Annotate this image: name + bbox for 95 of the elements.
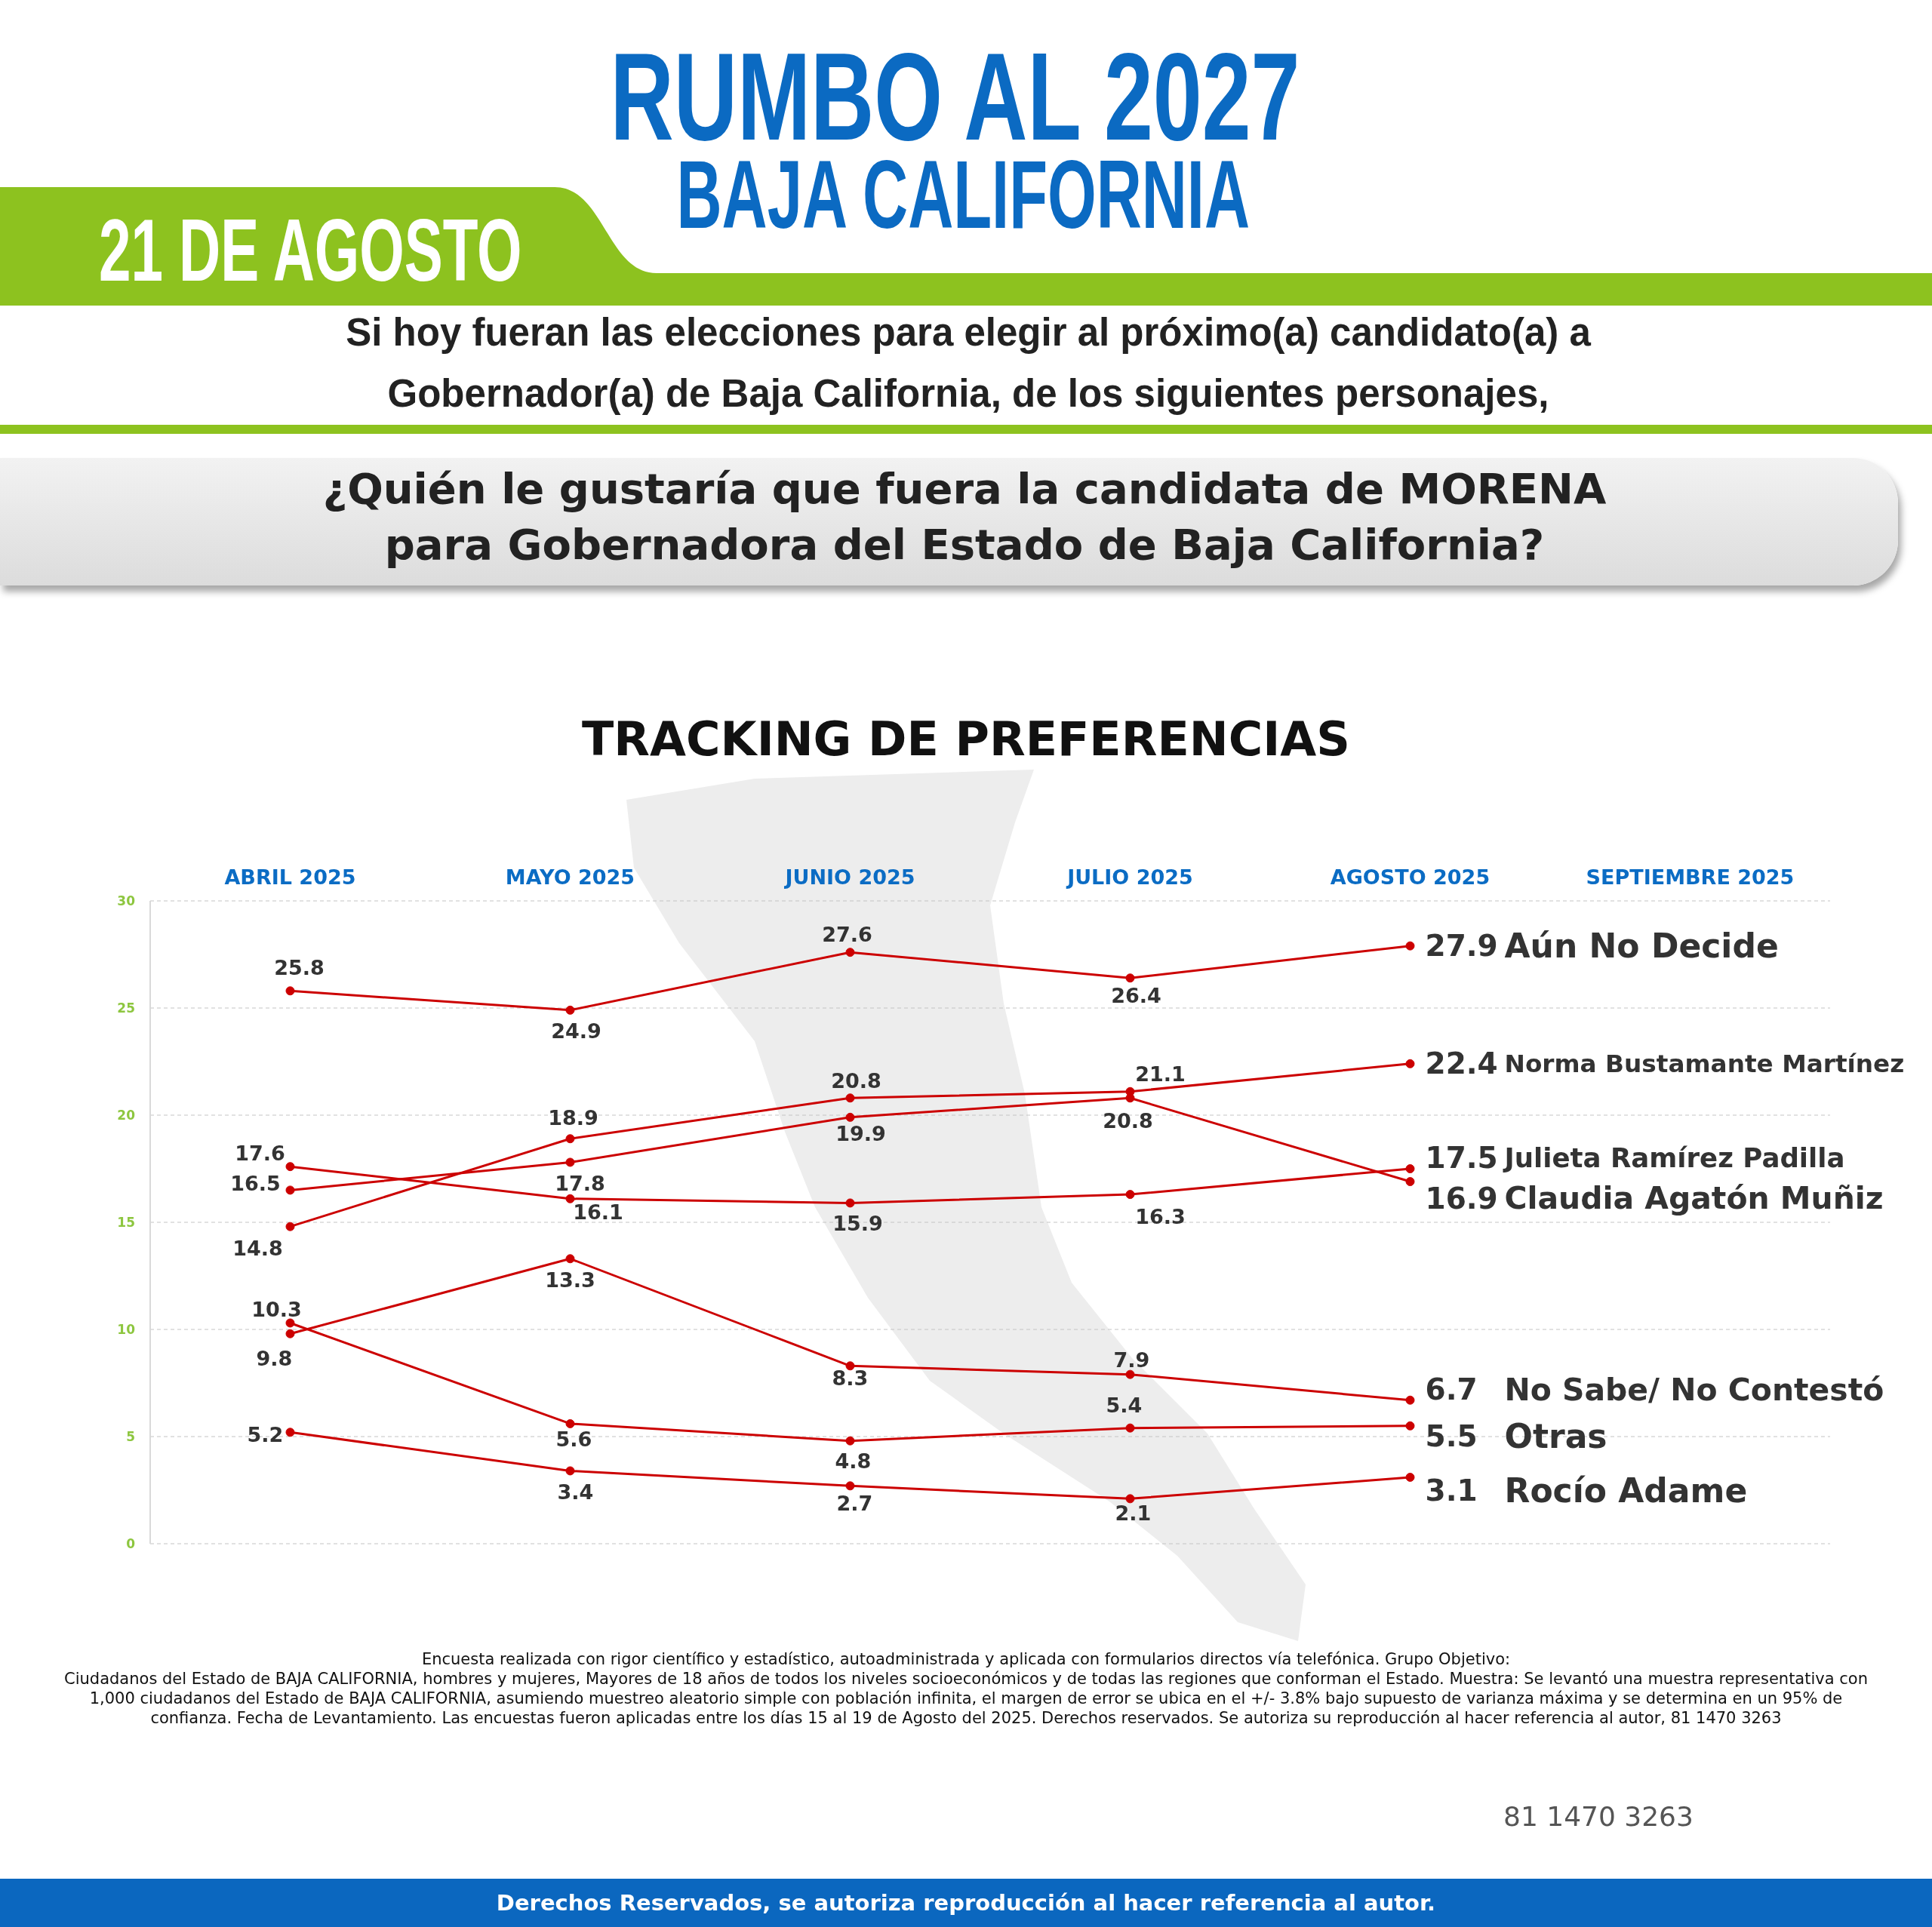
text: Norma Bustamante Martínez xyxy=(1504,1049,1905,1078)
point xyxy=(1405,1395,1415,1405)
point xyxy=(565,1157,575,1167)
data-label: 5.5 xyxy=(1425,1419,1478,1454)
text: Otras xyxy=(1504,1417,1607,1456)
data-label: 5.4 xyxy=(1106,1394,1143,1418)
data-label: 17.8 xyxy=(555,1171,605,1195)
data-label: 25.8 xyxy=(274,955,325,979)
point xyxy=(565,1418,575,1428)
text: 81 1470 3263 xyxy=(1503,1801,1694,1832)
point xyxy=(565,1194,575,1203)
y-tick-label: 5 xyxy=(126,1429,135,1445)
text: No Sabe/ No Contestó xyxy=(1504,1371,1884,1408)
point xyxy=(845,1198,855,1208)
x-tick-label: AGOSTO 2025 xyxy=(1330,865,1491,889)
point xyxy=(565,1254,575,1264)
point xyxy=(565,1134,575,1144)
data-label: 3.1 xyxy=(1425,1474,1478,1508)
point xyxy=(285,1318,295,1328)
data-label: 2.1 xyxy=(1115,1501,1152,1525)
point xyxy=(1125,1494,1135,1504)
point xyxy=(1405,1177,1415,1187)
point xyxy=(845,1093,855,1103)
data-label: 8.3 xyxy=(832,1366,869,1390)
y-tick-label: 30 xyxy=(117,893,136,909)
data-label: 17.6 xyxy=(235,1141,285,1165)
point xyxy=(285,986,295,996)
point xyxy=(845,1436,855,1446)
data-label: 27.6 xyxy=(822,922,872,946)
y-tick-label: 15 xyxy=(117,1215,135,1231)
data-label: 14.8 xyxy=(232,1237,283,1261)
data-label: 16.9 xyxy=(1425,1181,1498,1216)
point xyxy=(285,1162,295,1172)
data-label: 15.9 xyxy=(832,1211,883,1235)
x-tick-label: MAYO 2025 xyxy=(505,865,635,889)
data-label: 13.3 xyxy=(545,1268,595,1292)
point xyxy=(1405,1059,1415,1068)
data-label: 17.5 xyxy=(1425,1140,1498,1175)
y-tick-label: 20 xyxy=(117,1108,136,1123)
y-tick-label: 0 xyxy=(126,1536,136,1552)
data-label: 2.7 xyxy=(836,1491,873,1515)
point xyxy=(1405,1472,1415,1482)
x-tick-label: ABRIL 2025 xyxy=(224,865,356,889)
data-label: 9.8 xyxy=(256,1347,293,1371)
point xyxy=(1125,1369,1135,1379)
data-label: 27.9 xyxy=(1425,929,1498,963)
text: Ciudadanos del Estado de BAJA CALIFORNIA, hombres y mujeres, Mayores de 18 años de todos los niveles socioeconómicos y de todas las regiones que conforman el Estado. Muestra: Se levantó una muestra representativa con 1,000 ciudadanos del Estado de BAJA CALIFORNIA, asumiendo muestreo aleatorio simple con población infinita, el margen de error se ubica en el +/- 3.8% bajo supuesto de varianza máxima y se determina en un 95% de confianza. Fecha de Levantamiento. Las encuestas fueron aplicadas entre los días 15 al 19 de Agosto del 2025. Derechos reservados. Se autoriza su reproducción al hacer referencia al autor, 81 1470 3263 xyxy=(63,1669,1869,1728)
data-label: 6.7 xyxy=(1425,1372,1478,1407)
y-tick-label: 25 xyxy=(117,1000,135,1016)
point xyxy=(1125,973,1135,983)
data-label: 16.1 xyxy=(573,1200,623,1225)
data-label: 20.8 xyxy=(831,1068,881,1093)
data-label: 20.8 xyxy=(1103,1108,1153,1133)
text: Aún No Decide xyxy=(1504,927,1779,966)
y-tick-label: 10 xyxy=(117,1322,136,1338)
text: Claudia Agatón Muñiz xyxy=(1504,1180,1884,1217)
point xyxy=(845,1361,855,1371)
data-label: 19.9 xyxy=(835,1122,886,1146)
point xyxy=(1405,1164,1415,1173)
text: Rocío Adame xyxy=(1504,1471,1748,1511)
point xyxy=(1405,941,1415,951)
data-label: 22.4 xyxy=(1425,1046,1498,1081)
point xyxy=(285,1185,295,1195)
point xyxy=(1125,1190,1135,1200)
point xyxy=(1405,1421,1415,1431)
point xyxy=(565,1005,575,1015)
x-tick-label: JULIO 2025 xyxy=(1066,865,1193,889)
point xyxy=(845,948,855,957)
point xyxy=(845,1112,855,1122)
data-label: 4.8 xyxy=(835,1449,872,1474)
data-label: 24.9 xyxy=(551,1019,601,1043)
point xyxy=(845,1481,855,1491)
data-label: 3.4 xyxy=(557,1480,594,1504)
text: Encuesta realizada con rigor científico y estadístico, autoadministrada y aplicada con formularios directos vía telefónica. Grupo Objetivo: xyxy=(420,1649,1512,1669)
data-label: 10.3 xyxy=(251,1297,302,1321)
data-label: 7.9 xyxy=(1113,1348,1150,1372)
point xyxy=(285,1329,295,1338)
data-label: 26.4 xyxy=(1111,983,1161,1007)
data-label: 21.1 xyxy=(1135,1062,1186,1086)
text: 21 DE AGOSTO xyxy=(98,201,522,300)
point xyxy=(285,1428,295,1437)
data-label: 16.3 xyxy=(1135,1204,1186,1228)
text: Si hoy fueran las elecciones para elegir al próximo(a) candidato(a) a Gobernador(a) de Baja California, de los siguientes personajes, xyxy=(345,310,1592,416)
point xyxy=(565,1466,575,1476)
data-label: 5.6 xyxy=(555,1428,592,1452)
point xyxy=(285,1222,295,1231)
x-tick-label: SEPTIEMBRE 2025 xyxy=(1586,865,1795,889)
x-tick-label: JUNIO 2025 xyxy=(783,865,915,889)
data-label: 16.5 xyxy=(230,1171,281,1195)
text: Julieta Ramírez Padilla xyxy=(1503,1142,1845,1173)
text: ¿Quién le gustaría que fuera la candidata de MORENA para Gobernadora del Estado de Baja California? xyxy=(321,463,1607,570)
data-label: 18.9 xyxy=(548,1105,598,1129)
point xyxy=(1125,1423,1135,1433)
data-label: 5.2 xyxy=(247,1422,284,1446)
text: TRACKING DE PREFERENCIAS xyxy=(581,711,1351,767)
